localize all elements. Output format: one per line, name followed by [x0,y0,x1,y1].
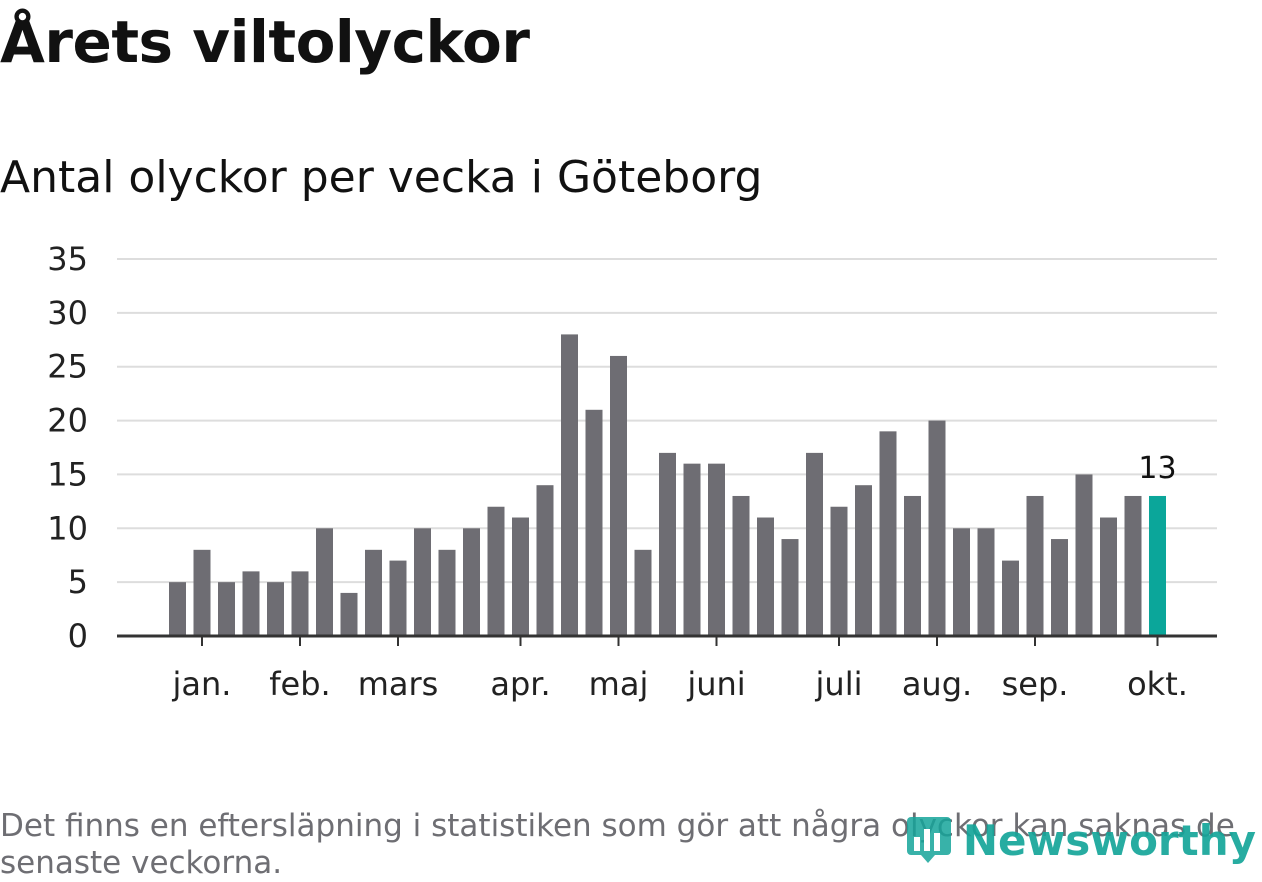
bar [708,463,725,636]
y-tick-label: 20 [47,402,88,440]
bar [1075,474,1093,636]
bar [389,560,407,636]
x-tick-label: juli [815,665,863,703]
bar [536,485,554,636]
y-tick-label: 10 [47,509,88,547]
bar [634,549,652,636]
bar [977,528,995,636]
bar-chart: 0 5 10 15 20 25 30 35 jan. feb. mars apr. maj juni ju… [47,240,1217,703]
bar [830,506,848,636]
bar [855,485,872,636]
bar [1100,517,1117,636]
y-tick-label: 5 [68,563,88,601]
bar [561,334,578,636]
x-axis-ticks: jan. feb. mars apr. maj juni juli aug. sep. okt. [172,636,1188,703]
bar [414,528,431,636]
newsworthy-logo: Newsworthy [905,815,1256,865]
bar [438,549,456,636]
bar [463,528,480,636]
bar [659,452,676,636]
y-tick-label: 0 [68,617,88,655]
y-tick-label: 25 [47,348,88,386]
bar [242,571,260,636]
y-tick-label: 15 [47,455,88,493]
bar [1026,495,1044,636]
data-label-current-week: 13 [1138,451,1176,486]
bars [169,334,1166,636]
bar [806,452,823,636]
bar [732,495,750,636]
bar [904,495,921,636]
brand-name: Newsworthy [962,815,1256,865]
bar [585,409,603,636]
bar [340,592,358,636]
bar [683,463,701,636]
chart-title: Årets viltolyckor [0,8,530,76]
bar [169,582,186,636]
x-tick-label: okt. [1127,665,1188,703]
bar [267,582,284,636]
footnote: Det finns en eftersläpning i statistiken… [0,808,1235,881]
bar [1124,495,1142,636]
data-labels: 13 [1138,451,1176,486]
bar [365,549,382,636]
y-tick-label: 30 [47,294,88,332]
bar [1002,560,1019,636]
bar [291,571,309,636]
bar [928,420,946,636]
bar [193,549,211,636]
bar [487,506,505,636]
bar [757,517,774,636]
bar-current-week [1149,495,1166,636]
bar [512,517,529,636]
bar [218,582,235,636]
bar [1051,539,1068,636]
x-tick-label: feb. [269,665,330,703]
y-tick-label: 35 [47,240,88,278]
bar [316,528,333,636]
x-tick-label: maj [589,665,649,703]
x-tick-label: aug. [902,665,972,703]
x-tick-label: juni [686,665,745,703]
x-tick-label: jan. [172,665,232,703]
bar [781,539,799,636]
chart-subtitle: Antal olyckor per vecka i Göteborg [0,152,763,203]
x-tick-label: mars [358,665,439,703]
y-axis-ticks: 0 5 10 15 20 25 30 35 [47,240,88,655]
bar [610,355,627,636]
x-tick-label: apr. [490,665,550,703]
bar [953,528,970,636]
x-tick-label: sep. [1002,665,1069,703]
bar-chart-logo-icon [906,817,951,863]
bar [879,431,897,636]
